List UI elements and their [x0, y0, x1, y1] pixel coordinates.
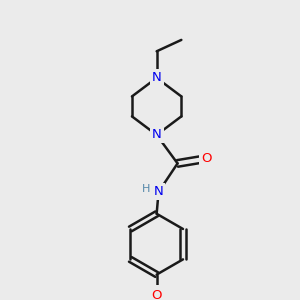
Text: H: H	[142, 184, 150, 194]
Text: O: O	[201, 152, 211, 165]
Text: N: N	[152, 71, 161, 84]
Text: N: N	[154, 185, 164, 198]
Text: N: N	[152, 128, 161, 141]
Text: O: O	[152, 289, 162, 300]
